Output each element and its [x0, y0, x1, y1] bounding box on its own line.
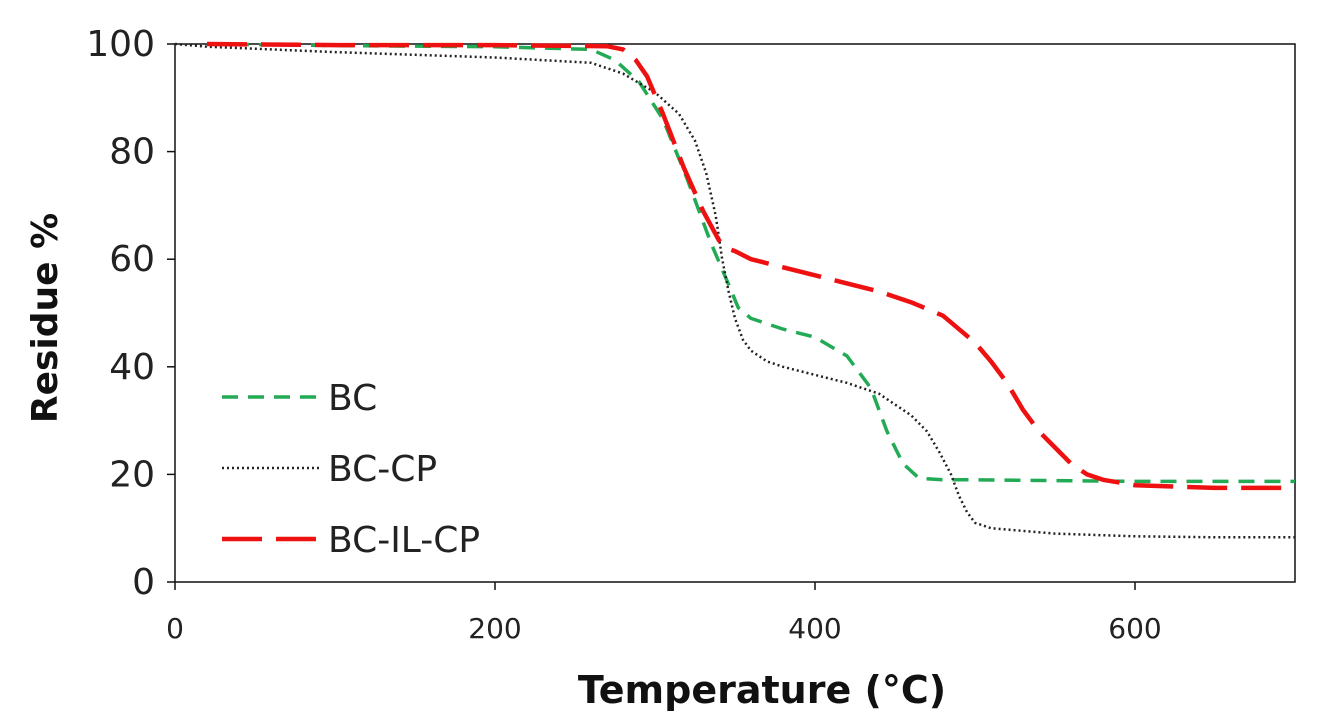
y-tick-label: 20	[109, 454, 155, 495]
plot-border	[174, 43, 1296, 583]
series-layer	[174, 41, 1295, 539]
y-tick-label: 100	[86, 24, 155, 65]
y-axis-title: Residue %	[25, 213, 66, 423]
legend-label-bc-il-cp: BC-IL-CP	[328, 520, 480, 561]
y-axis: 0 20 40 60 80 100	[86, 24, 175, 603]
series-line-bc-il-cp	[206, 41, 1295, 491]
x-tick-label: 200	[468, 612, 521, 645]
series-line-bc	[206, 42, 1295, 484]
x-axis-title: Temperature (°C)	[578, 668, 946, 712]
plot-area	[174, 43, 1296, 583]
legend-label-bc-cp: BC-CP	[328, 449, 437, 490]
y-tick-label: 0	[132, 562, 155, 603]
x-tick-label: 400	[788, 612, 841, 645]
legend-label-bc: BC	[328, 378, 377, 419]
x-tick-label: 0	[166, 612, 184, 645]
y-tick-label: 80	[109, 132, 155, 173]
y-tick-label: 60	[109, 239, 155, 280]
legend: BC BC-CP BC-IL-CP	[222, 378, 480, 561]
y-tick-label: 40	[109, 347, 155, 388]
x-axis: 0 200 400 600	[166, 582, 1162, 645]
x-tick-label: 600	[1108, 612, 1161, 645]
